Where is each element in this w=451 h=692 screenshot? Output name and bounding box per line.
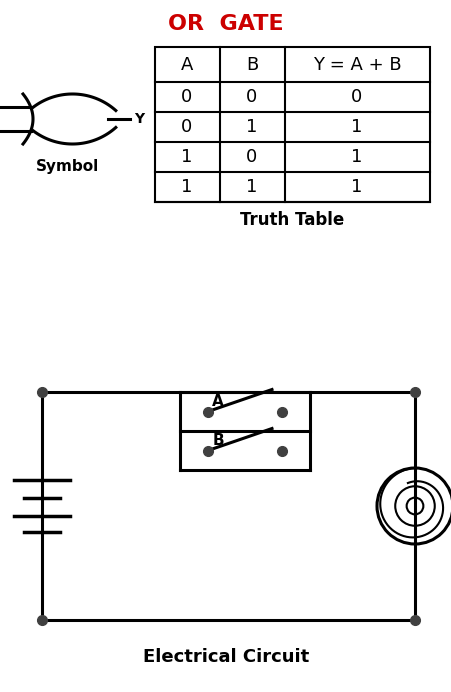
- Text: 0: 0: [181, 88, 192, 106]
- Text: Symbol: Symbol: [36, 158, 99, 174]
- Text: B: B: [212, 433, 223, 448]
- Text: Y: Y: [134, 112, 144, 126]
- Text: Truth Table: Truth Table: [239, 211, 343, 229]
- Text: 1: 1: [350, 148, 362, 166]
- Text: 1: 1: [181, 148, 192, 166]
- Text: 0: 0: [350, 88, 362, 106]
- Text: A: A: [212, 394, 223, 409]
- Text: A: A: [180, 55, 193, 73]
- Text: Electrical Circuit: Electrical Circuit: [143, 648, 308, 666]
- Text: 1: 1: [181, 178, 192, 196]
- Text: 0: 0: [246, 88, 257, 106]
- Text: 1: 1: [246, 118, 257, 136]
- Text: OR  GATE: OR GATE: [168, 14, 283, 34]
- Text: Y = A + B: Y = A + B: [312, 55, 400, 73]
- Text: 0: 0: [246, 148, 257, 166]
- Bar: [155, 47, 429, 202]
- Text: 1: 1: [350, 178, 362, 196]
- Text: 1: 1: [246, 178, 257, 196]
- Text: B: B: [245, 55, 258, 73]
- Text: 0: 0: [181, 118, 192, 136]
- Text: 1: 1: [350, 118, 362, 136]
